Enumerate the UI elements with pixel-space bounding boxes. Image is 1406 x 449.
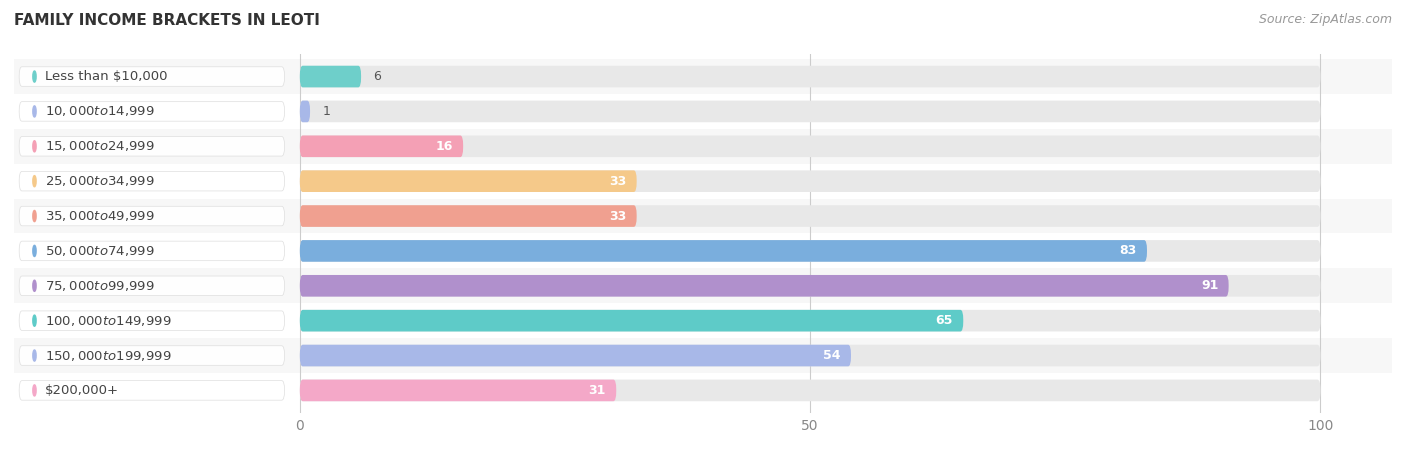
FancyBboxPatch shape [14,303,1392,338]
Text: $50,000 to $74,999: $50,000 to $74,999 [45,244,155,258]
FancyBboxPatch shape [299,170,1320,192]
FancyBboxPatch shape [20,346,284,365]
FancyBboxPatch shape [14,59,1392,94]
FancyBboxPatch shape [299,205,637,227]
Text: $200,000+: $200,000+ [45,384,118,397]
FancyBboxPatch shape [299,275,1320,297]
Text: $75,000 to $99,999: $75,000 to $99,999 [45,279,155,293]
FancyBboxPatch shape [20,276,284,295]
FancyBboxPatch shape [14,373,1392,408]
Text: $35,000 to $49,999: $35,000 to $49,999 [45,209,155,223]
FancyBboxPatch shape [299,136,1320,157]
FancyBboxPatch shape [14,94,1392,129]
FancyBboxPatch shape [14,269,1392,303]
Text: $150,000 to $199,999: $150,000 to $199,999 [45,348,172,362]
FancyBboxPatch shape [20,67,284,86]
Text: 6: 6 [374,70,381,83]
Text: Source: ZipAtlas.com: Source: ZipAtlas.com [1258,13,1392,26]
Circle shape [32,211,37,222]
FancyBboxPatch shape [299,66,1320,88]
Text: 16: 16 [436,140,453,153]
Text: $100,000 to $149,999: $100,000 to $149,999 [45,314,172,328]
Circle shape [32,350,37,361]
Circle shape [32,141,37,152]
FancyBboxPatch shape [20,172,284,191]
Circle shape [32,106,37,117]
FancyBboxPatch shape [299,379,616,401]
Circle shape [32,315,37,326]
FancyBboxPatch shape [20,311,284,330]
Circle shape [32,245,37,256]
Text: 33: 33 [609,210,627,223]
FancyBboxPatch shape [14,198,1392,233]
FancyBboxPatch shape [299,379,1320,401]
FancyBboxPatch shape [299,101,1320,122]
Text: 91: 91 [1201,279,1219,292]
Circle shape [32,385,37,396]
Circle shape [32,71,37,82]
Text: 65: 65 [935,314,953,327]
Text: $25,000 to $34,999: $25,000 to $34,999 [45,174,155,188]
FancyBboxPatch shape [14,129,1392,164]
Text: 83: 83 [1119,244,1137,257]
FancyBboxPatch shape [20,136,284,156]
FancyBboxPatch shape [299,101,311,122]
FancyBboxPatch shape [20,381,284,400]
FancyBboxPatch shape [299,310,1320,331]
FancyBboxPatch shape [14,233,1392,269]
FancyBboxPatch shape [299,205,1320,227]
Text: Less than $10,000: Less than $10,000 [45,70,167,83]
Text: $15,000 to $24,999: $15,000 to $24,999 [45,139,155,153]
FancyBboxPatch shape [299,170,637,192]
FancyBboxPatch shape [20,101,284,121]
FancyBboxPatch shape [299,275,1229,297]
FancyBboxPatch shape [299,310,963,331]
Circle shape [32,280,37,291]
FancyBboxPatch shape [20,206,284,226]
Text: FAMILY INCOME BRACKETS IN LEOTI: FAMILY INCOME BRACKETS IN LEOTI [14,13,321,28]
Text: 31: 31 [589,384,606,397]
FancyBboxPatch shape [14,164,1392,198]
FancyBboxPatch shape [299,240,1320,262]
FancyBboxPatch shape [299,240,1147,262]
FancyBboxPatch shape [299,66,361,88]
FancyBboxPatch shape [299,345,851,366]
Text: $10,000 to $14,999: $10,000 to $14,999 [45,105,155,119]
FancyBboxPatch shape [299,345,1320,366]
Text: 33: 33 [609,175,627,188]
Circle shape [32,176,37,187]
Text: 1: 1 [322,105,330,118]
Text: 54: 54 [824,349,841,362]
FancyBboxPatch shape [14,338,1392,373]
FancyBboxPatch shape [299,136,463,157]
FancyBboxPatch shape [20,241,284,261]
